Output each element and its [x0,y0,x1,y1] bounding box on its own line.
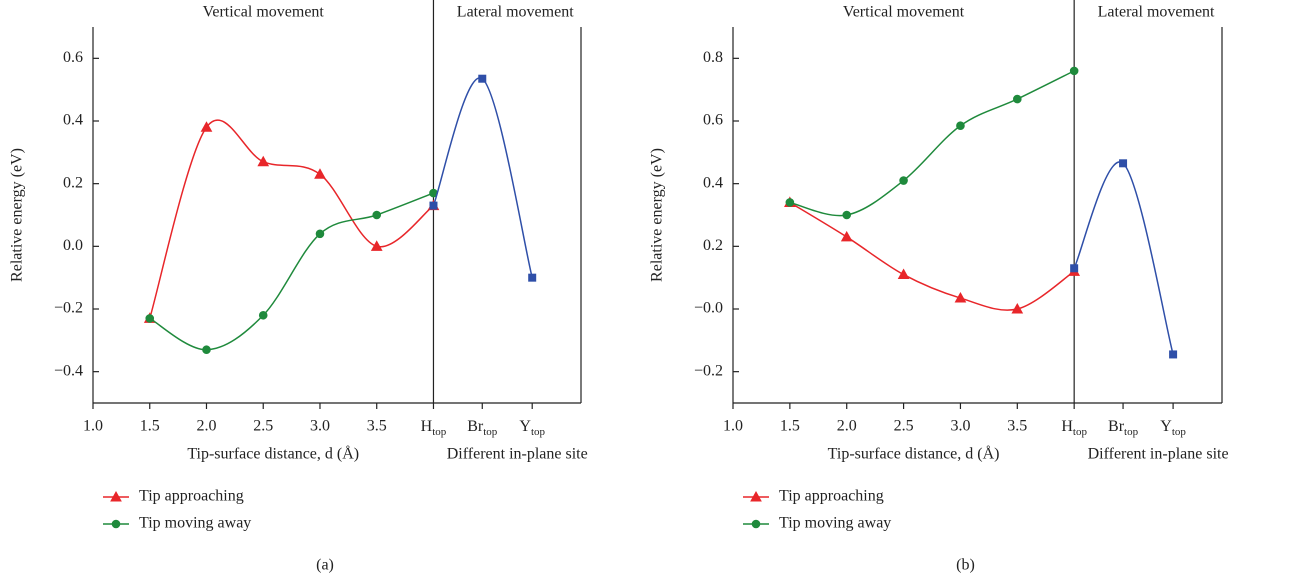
y-axis-title: Relative energy (eV) [9,148,26,282]
marker [429,201,438,210]
panel-label: (a) [316,557,334,574]
site-subscript: top [1073,426,1088,438]
marker [1013,94,1022,104]
site-subscript: top [1172,426,1187,438]
marker [840,230,853,242]
site-tick-label: Brtop [1108,418,1139,438]
marker [954,292,967,303]
marker [1069,66,1079,76]
site-tick-label: Htop [1061,418,1087,438]
series-line [1073,161,1174,355]
section-label: Vertical movement [203,4,325,21]
site-tick-label: Htop [421,418,447,438]
x-tick-label: 2.0 [837,418,857,435]
marker [899,176,908,185]
marker [897,268,910,280]
section-label: Lateral movement [457,4,574,21]
site-name: Br [467,418,484,435]
site-subscript: top [483,426,498,438]
marker [1011,302,1024,314]
y-tick-label: −0.2 [54,300,83,317]
y-tick-label: −0.0 [694,300,723,317]
site-tick-label: Brtop [467,418,498,438]
y-tick-label: 0.0 [63,237,83,254]
marker [842,210,852,220]
x-tick-label: 2.0 [196,418,216,435]
marker [785,198,795,207]
x-tick-label: 3.0 [950,418,970,435]
site-subscript: top [531,426,546,438]
x-tick-label: 3.0 [310,418,330,435]
y-tick-label: 0.2 [63,174,83,191]
x-tick-label: 2.5 [253,418,273,435]
marker [1169,350,1178,359]
site-name: Br [1108,418,1125,435]
series-line [789,201,1075,311]
y-tick-label: 0.2 [703,237,723,254]
marker [200,121,213,132]
series-line [149,192,434,351]
x-tick-label: 1.0 [723,418,743,435]
site-subscript: top [1124,426,1139,438]
y-axis-title: Relative energy (eV) [649,148,666,282]
marker [145,314,155,323]
site-tick-label: Ytop [1160,418,1186,438]
site-name: Y [519,418,531,435]
x-tick-label: 1.5 [780,418,800,435]
x-tick-label: 2.5 [894,418,914,435]
legend-label: Tip approaching [139,488,244,505]
marker [257,155,270,167]
y-tick-label: 0.4 [63,112,83,129]
site-name: H [421,418,433,435]
x-tick-label: 1.0 [83,418,103,435]
x-axis-title: Different in-plane site [447,446,588,463]
legend-marker [751,519,761,529]
y-tick-label: 0.8 [703,49,723,66]
marker [202,345,211,355]
marker [1119,159,1128,168]
marker [528,273,537,282]
x-tick-label: 3.5 [1007,418,1027,435]
legend-marker [110,490,122,502]
site-name: Y [1160,418,1172,435]
legend-label: Tip moving away [139,515,251,532]
marker [1070,264,1079,273]
marker [372,210,382,220]
site-tick-label: Ytop [519,418,545,438]
y-tick-label: −0.2 [694,362,723,379]
x-axis-title: Tip-surface distance, d (Å) [828,445,1000,463]
x-axis-title: Different in-plane site [1088,446,1229,463]
y-tick-label: −0.4 [54,362,83,379]
marker [315,229,325,239]
marker [478,74,487,83]
site-name: H [1061,418,1073,435]
marker [956,121,965,130]
panel-label: (b) [956,557,975,574]
x-axis-title: Tip-surface distance, d (Å) [187,445,359,463]
marker [258,310,268,320]
section-label: Vertical movement [843,4,965,21]
legend-label: Tip moving away [779,515,891,532]
legend-marker [750,490,762,502]
legend-label: Tip approaching [779,488,884,505]
marker [370,240,383,251]
section-label: Lateral movement [1098,4,1215,21]
series-line [432,77,533,278]
x-tick-label: 3.5 [367,418,387,435]
series-line [149,119,434,319]
legend-marker [111,519,121,529]
y-tick-label: 0.4 [703,174,723,191]
y-tick-label: 0.6 [703,112,723,129]
y-tick-label: 0.6 [63,49,83,66]
x-tick-label: 1.5 [140,418,160,435]
site-subscript: top [432,426,447,438]
marker [314,168,326,179]
series-line [789,70,1075,217]
